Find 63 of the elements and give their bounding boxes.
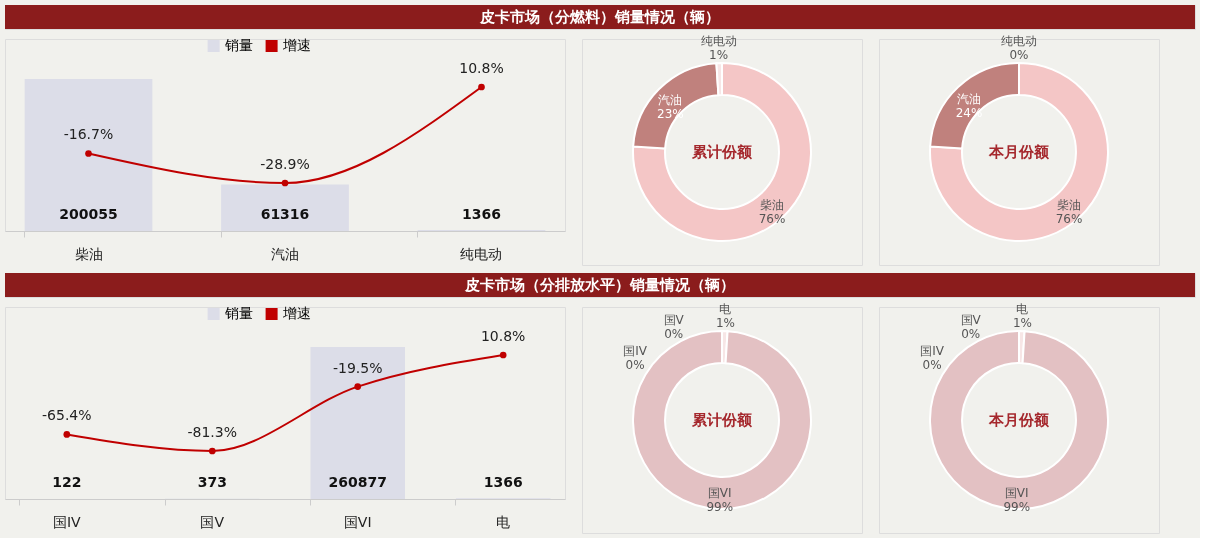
text: 皮卡市场（分燃料）销量情况（辆） (479, 8, 720, 26)
data-label: 1366 (483, 474, 523, 490)
point (63, 431, 71, 438)
slice-label: 国VI (707, 485, 732, 500)
slice-label: 汽油 (957, 91, 982, 106)
data-label: 99% (1003, 499, 1031, 514)
data-label: 1% (715, 316, 736, 331)
donut-slice (632, 62, 812, 242)
slice-label: 纯电动 (700, 34, 737, 49)
data-label: -28.9% (260, 156, 310, 172)
slice-label: 柴油 (759, 198, 784, 213)
x-tick-label: 柴油 (74, 245, 103, 262)
data-label: -19.5% (332, 359, 383, 376)
category-label: 纯电动 (1001, 34, 1037, 48)
legend-label: 销量 (223, 305, 253, 321)
legend-label: 增速 (281, 305, 311, 321)
text: 0% (961, 327, 981, 342)
x-tick-label: 国Ⅴ (200, 513, 225, 530)
data-label: 373 (197, 474, 227, 490)
data-label: 10.8% (459, 60, 504, 76)
data-label: 1366 (462, 206, 501, 222)
text: 0% (625, 358, 645, 372)
text: 本月份额 (988, 411, 1050, 429)
data-label: 122 (52, 474, 82, 490)
category-label: 国IV (623, 344, 647, 358)
category-label: 国Ⅴ (960, 313, 981, 328)
text: 0% (922, 358, 942, 372)
legend-label: 增速 (281, 37, 311, 53)
data-label: 200055 (59, 206, 118, 222)
point (354, 383, 362, 390)
data-label: 10.8% (480, 328, 526, 344)
slice-label: 汽油 (658, 93, 683, 108)
data-label: 99% (706, 499, 734, 514)
donut-slice (929, 62, 1109, 242)
point (208, 447, 216, 455)
data-label: 61316 (260, 206, 310, 222)
data-label: 1% (708, 48, 729, 63)
slice-label: 电 (719, 302, 732, 317)
point (499, 351, 507, 359)
data-label: -81.3% (187, 424, 238, 440)
text: 本月份额 (988, 143, 1050, 161)
x-tick-label: 电 (496, 513, 511, 530)
x-tick-label: 国IV (52, 513, 82, 530)
data-label: -65.4% (42, 407, 92, 424)
data-label: 260877 (328, 474, 387, 490)
x-tick-label: 纯电动 (460, 245, 503, 262)
data-label: -16.7% (63, 126, 114, 143)
text: 0% (1009, 48, 1029, 62)
text: 累计份额 (691, 411, 753, 429)
x-tick-label: 国VI (343, 513, 372, 530)
data-label: 76% (1055, 212, 1083, 227)
data-label: 76% (758, 212, 786, 227)
slice-label: 电 (1016, 302, 1029, 317)
text: 皮卡市场（分排放水平）销量情况（辆） (464, 276, 735, 294)
text: 累计份额 (691, 143, 753, 161)
category-label: 国Ⅴ (663, 313, 684, 328)
x-tick-label: 汽油 (271, 245, 299, 262)
text: 0% (664, 327, 684, 342)
category-label: 国IV (920, 344, 944, 358)
legend-label: 销量 (223, 37, 253, 53)
slice-label: 国VI (1004, 485, 1029, 500)
data-label: 1% (1012, 316, 1033, 331)
slice-label: 柴油 (1056, 198, 1081, 213)
